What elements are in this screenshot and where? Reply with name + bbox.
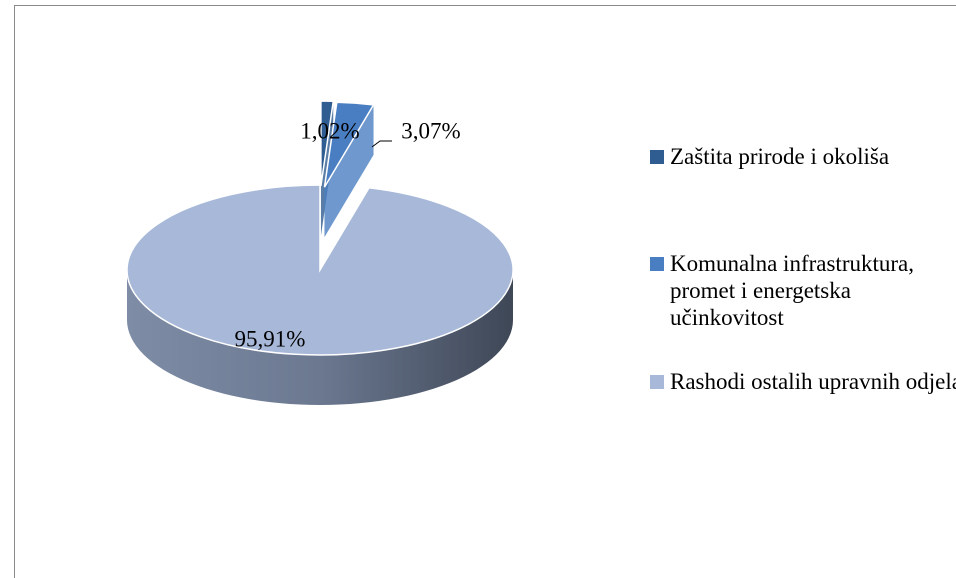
legend-item: Zaštita prirode i okoliša [650, 143, 956, 170]
leader-line [371, 140, 392, 148]
legend-item: Rashodi ostalih upravnih odjela [650, 368, 956, 395]
data-label: 1,02% [300, 118, 359, 143]
legend-swatch [650, 257, 664, 271]
legend-label: Zaštita prirode i okoliša [670, 144, 890, 169]
frame [14, 5, 956, 578]
legend-label: Komunalna infrastruktura, promet i energ… [670, 251, 914, 330]
pie-slice [323, 101, 375, 188]
pie-slice [126, 184, 514, 356]
pie-side [324, 104, 374, 238]
legend-swatch [650, 375, 664, 389]
pie-side [127, 270, 513, 405]
pie-slice [320, 100, 335, 187]
legend-label: Rashodi ostalih upravnih odjela [670, 369, 956, 394]
legend-swatch [650, 150, 664, 164]
data-label: 3,07% [401, 118, 460, 143]
legend-item: Komunalna infrastruktura, promet i energ… [650, 250, 956, 331]
data-label: 95,91% [235, 326, 306, 351]
